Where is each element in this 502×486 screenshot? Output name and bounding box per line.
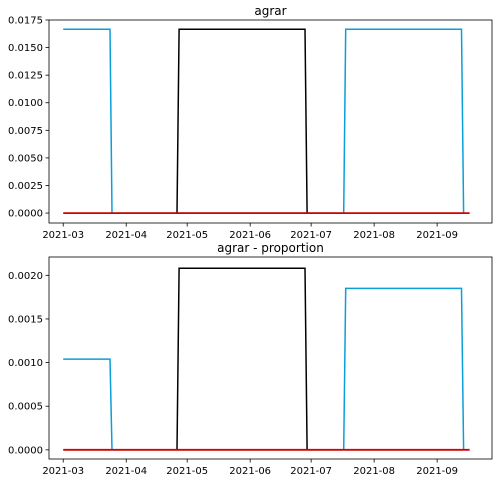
x-tick-label: 2021-04 [105,466,147,477]
y-tick-label: 0.0075 [8,126,43,137]
x-tick-label: 2021-04 [105,230,147,241]
chart-title: agrar - proportion [217,241,324,255]
y-tick-label: 0.0025 [8,181,43,192]
x-tick-label: 2021-08 [353,230,395,241]
plot-frame [48,19,493,224]
x-tick-label: 2021-09 [416,230,458,241]
y-tick-label: 0.0000 [8,445,43,456]
y-tick-label: 0.0150 [8,43,43,54]
series-line-0 [63,287,465,451]
y-tick-label: 0.0020 [8,271,43,282]
y-tick-label: 0.0100 [8,98,43,109]
x-tick-label: 2021-05 [166,466,208,477]
y-tick-label: 0.0000 [8,209,43,220]
x-tick-label: 2021-06 [229,466,271,477]
x-tick-label: 2021-08 [353,466,395,477]
chart-agrar-proportion: agrar - proportion 0.0000 0.0005 0.0010 0.0… [8,241,493,477]
series-line-1 [176,28,308,214]
x-tick-label: 2021-09 [416,466,458,477]
y-tick-label: 0.0175 [8,16,43,27]
x-tick-label: 2021-07 [290,230,332,241]
y-tick-label: 0.0010 [8,358,43,369]
chart-agrar: agrar 0.0000 0.0025 0.0050 0.0075 0.0100 0.01… [8,4,493,241]
y-tick-label: 0.0005 [8,402,43,413]
series-line-1 [176,267,308,450]
x-tick-label: 2021-03 [42,230,84,241]
y-tick-label: 0.0125 [8,71,43,82]
x-tick-label: 2021-06 [229,230,271,241]
x-tick-label: 2021-07 [290,466,332,477]
x-tick-label: 2021-03 [42,466,84,477]
y-tick-label: 0.0050 [8,153,43,164]
y-tick-label: 0.0015 [8,314,43,325]
x-tick-label: 2021-05 [166,230,208,241]
series-line-0 [63,28,465,214]
plot-frame [48,256,493,460]
chart-title: agrar [254,4,286,18]
